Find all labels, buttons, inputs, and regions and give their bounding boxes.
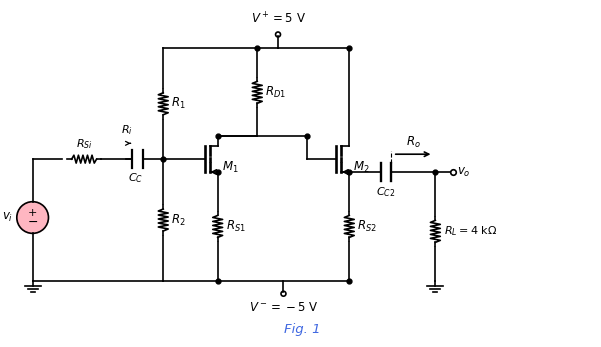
Text: $C_{C2}$: $C_{C2}$	[376, 185, 395, 199]
Text: −: −	[28, 216, 38, 229]
Text: $R_1$: $R_1$	[171, 96, 186, 111]
Text: $R_{S2}$: $R_{S2}$	[357, 219, 377, 234]
Text: $R_{Si}$: $R_{Si}$	[76, 137, 93, 151]
Circle shape	[17, 202, 49, 234]
Text: $v_i$: $v_i$	[2, 211, 13, 224]
Text: $R_o$: $R_o$	[406, 135, 421, 150]
Text: $V^- = -5\ \mathrm{V}$: $V^- = -5\ \mathrm{V}$	[249, 301, 318, 314]
Text: $M_1$: $M_1$	[222, 160, 238, 175]
Text: $M_2$: $M_2$	[353, 160, 370, 175]
Text: $C_C$: $C_C$	[128, 171, 143, 185]
Text: $v_o$: $v_o$	[457, 166, 471, 179]
Text: $R_{S1}$: $R_{S1}$	[225, 219, 245, 234]
Text: Fig. 1: Fig. 1	[284, 323, 320, 336]
Text: $R_2$: $R_2$	[171, 212, 186, 228]
Text: +: +	[28, 208, 37, 218]
Text: $V^+ = 5\ \mathrm{V}$: $V^+ = 5\ \mathrm{V}$	[251, 11, 305, 27]
Text: $R_i$: $R_i$	[121, 124, 133, 137]
Text: $R_L = 4\ \mathrm{k}\Omega$: $R_L = 4\ \mathrm{k}\Omega$	[444, 225, 498, 238]
Text: $R_{D1}$: $R_{D1}$	[265, 85, 286, 100]
